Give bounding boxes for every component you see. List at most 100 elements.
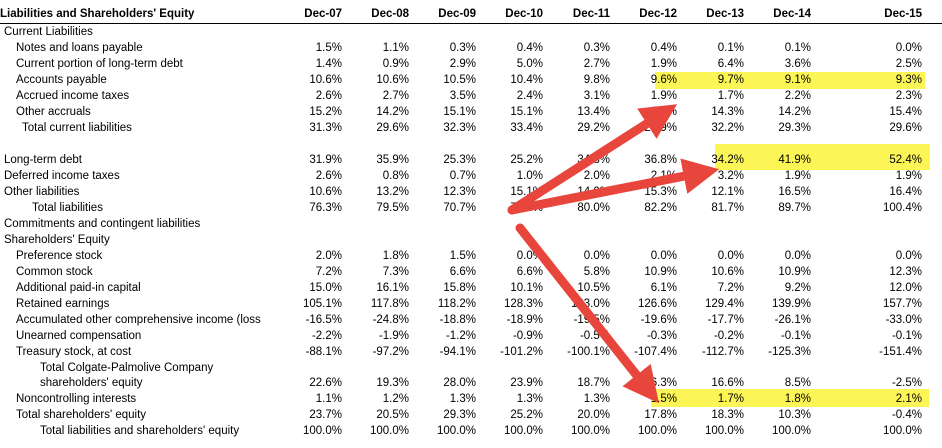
value-cell: -0.3% bbox=[646, 330, 677, 342]
value-cell: 18.7% bbox=[577, 377, 610, 389]
value-cell: 2.6% bbox=[315, 170, 342, 182]
value-cell: 0.8% bbox=[382, 170, 409, 182]
value-cell: 0.0% bbox=[650, 250, 677, 262]
value-cell: 12.3% bbox=[443, 186, 476, 198]
value-cell: -97.2% bbox=[372, 346, 409, 358]
value-cell bbox=[345, 232, 409, 248]
value-cell: -2.5% bbox=[891, 377, 922, 389]
value-cell: 0.0% bbox=[895, 42, 922, 54]
value-cell: 2.0% bbox=[315, 250, 342, 262]
table-row: Accumulated other comprehensive income (… bbox=[0, 312, 942, 328]
year-header: Dec-14 bbox=[773, 8, 811, 20]
value-cell: 9.3% bbox=[895, 74, 922, 86]
value-cell: 0.0% bbox=[895, 250, 922, 262]
value-cell: -112.7% bbox=[702, 346, 744, 358]
value-cell: 0.0% bbox=[784, 250, 811, 262]
value-cell: 15.1% bbox=[510, 186, 543, 198]
value-cell: 6.4% bbox=[717, 58, 744, 70]
value-cell: 0.1% bbox=[717, 42, 744, 54]
value-cell: 15.1% bbox=[510, 106, 543, 118]
table-row: Total liabilities and shareholders' equi… bbox=[0, 423, 942, 439]
value-cell bbox=[479, 232, 543, 248]
value-cell: 100.0% bbox=[882, 425, 922, 437]
row-label: Accrued income taxes bbox=[16, 90, 130, 102]
row-label: Preference stock bbox=[16, 250, 103, 262]
value-cell: 16.5% bbox=[778, 186, 811, 198]
value-cell: 13.4% bbox=[577, 106, 610, 118]
value-cell bbox=[680, 24, 744, 40]
year-header: Dec-12 bbox=[639, 8, 677, 20]
value-cell: 1.8% bbox=[382, 250, 409, 262]
value-cell: -0.2% bbox=[713, 330, 744, 342]
header-underline bbox=[0, 23, 942, 24]
value-cell: 1.9% bbox=[784, 170, 811, 182]
value-cell bbox=[345, 24, 409, 40]
value-cell bbox=[814, 24, 922, 40]
value-cell: 23.7% bbox=[309, 409, 342, 421]
table-row: Accounts payable 10.6% 10.6% 10.5% 10.4% 9.8%… bbox=[0, 72, 942, 88]
row-label: Common stock bbox=[16, 266, 93, 278]
value-cell: 2.1% bbox=[895, 393, 922, 405]
value-cell: 1.7% bbox=[717, 393, 744, 405]
value-cell: 41.9% bbox=[778, 154, 811, 166]
value-cell: 15.4% bbox=[889, 106, 922, 118]
row-label: Long-term debt bbox=[4, 154, 82, 166]
value-cell: 14.2% bbox=[376, 106, 409, 118]
value-cell: 10.3% bbox=[778, 409, 811, 421]
header-row: Liabilities and Shareholders' Equity Dec… bbox=[0, 6, 942, 22]
value-cell: 29.6% bbox=[889, 122, 922, 134]
value-cell: 10.6% bbox=[309, 74, 342, 86]
value-cell: 79.5% bbox=[376, 202, 409, 214]
year-header: Dec-07 bbox=[304, 8, 342, 20]
year-header: Dec-10 bbox=[505, 8, 543, 20]
value-cell: 100.0% bbox=[570, 425, 610, 437]
value-cell: -0.1% bbox=[891, 330, 922, 342]
value-cell bbox=[479, 24, 543, 40]
value-cell: 0.7% bbox=[449, 170, 476, 182]
value-cell: -33.0% bbox=[885, 314, 922, 326]
value-cell: 1.9% bbox=[650, 90, 677, 102]
value-cell bbox=[412, 24, 476, 40]
value-cell: 129.4% bbox=[704, 298, 744, 310]
value-cell: 100.0% bbox=[436, 425, 476, 437]
value-cell: 8.5% bbox=[784, 377, 811, 389]
value-cell: 10.9% bbox=[778, 266, 811, 278]
value-cell: 117.8% bbox=[370, 298, 409, 310]
value-cell: 29.3% bbox=[443, 409, 476, 421]
value-cell bbox=[412, 136, 476, 152]
value-cell: 29.3% bbox=[778, 122, 811, 134]
row-label: Current portion of long-term debt bbox=[16, 58, 183, 70]
value-cell: -16.5% bbox=[305, 314, 342, 326]
value-cell: -94.1% bbox=[439, 346, 476, 358]
value-cell: 1.1% bbox=[382, 42, 409, 54]
value-cell: 1.8% bbox=[784, 393, 811, 405]
value-cell bbox=[345, 360, 409, 376]
value-cell bbox=[546, 360, 610, 376]
row-label: Other accruals bbox=[16, 106, 91, 118]
value-cell bbox=[747, 216, 811, 232]
year-header: Dec-09 bbox=[438, 8, 476, 20]
value-cell: 16.4% bbox=[889, 186, 922, 198]
table-row: Common stock 7.2% 7.3% 6.6% 6.6% 5.8% 10.9% 10.… bbox=[0, 264, 942, 280]
value-cell: 16.3% bbox=[644, 377, 677, 389]
value-cell: 1.1% bbox=[650, 106, 677, 118]
value-cell bbox=[546, 216, 610, 232]
value-cell: 1.4% bbox=[315, 58, 342, 70]
value-cell: -19.6% bbox=[640, 314, 677, 326]
row-label: Total Colgate-Palmolive Company bbox=[40, 362, 214, 374]
value-cell bbox=[412, 216, 476, 232]
table-row: shareholders' equity 22.6% 19.3% 28.0% 23.9%… bbox=[0, 375, 942, 391]
value-cell: 100.0% bbox=[302, 425, 342, 437]
value-cell: 3.6% bbox=[784, 58, 811, 70]
value-cell: 76.3% bbox=[309, 202, 342, 214]
value-cell: 10.4% bbox=[510, 74, 543, 86]
value-cell bbox=[747, 24, 811, 40]
value-cell: 100.0% bbox=[503, 425, 543, 437]
value-cell: 2.7% bbox=[382, 90, 409, 102]
value-cell: -26.1% bbox=[774, 314, 811, 326]
value-cell: 1.7% bbox=[717, 90, 744, 102]
value-cell: 1.1% bbox=[315, 393, 342, 405]
value-cell: 34.2% bbox=[711, 154, 744, 166]
value-cell: 1.5% bbox=[650, 393, 677, 405]
table-row: Other accruals 15.2% 14.2% 15.1% 15.1% 13.4% 1… bbox=[0, 104, 942, 120]
